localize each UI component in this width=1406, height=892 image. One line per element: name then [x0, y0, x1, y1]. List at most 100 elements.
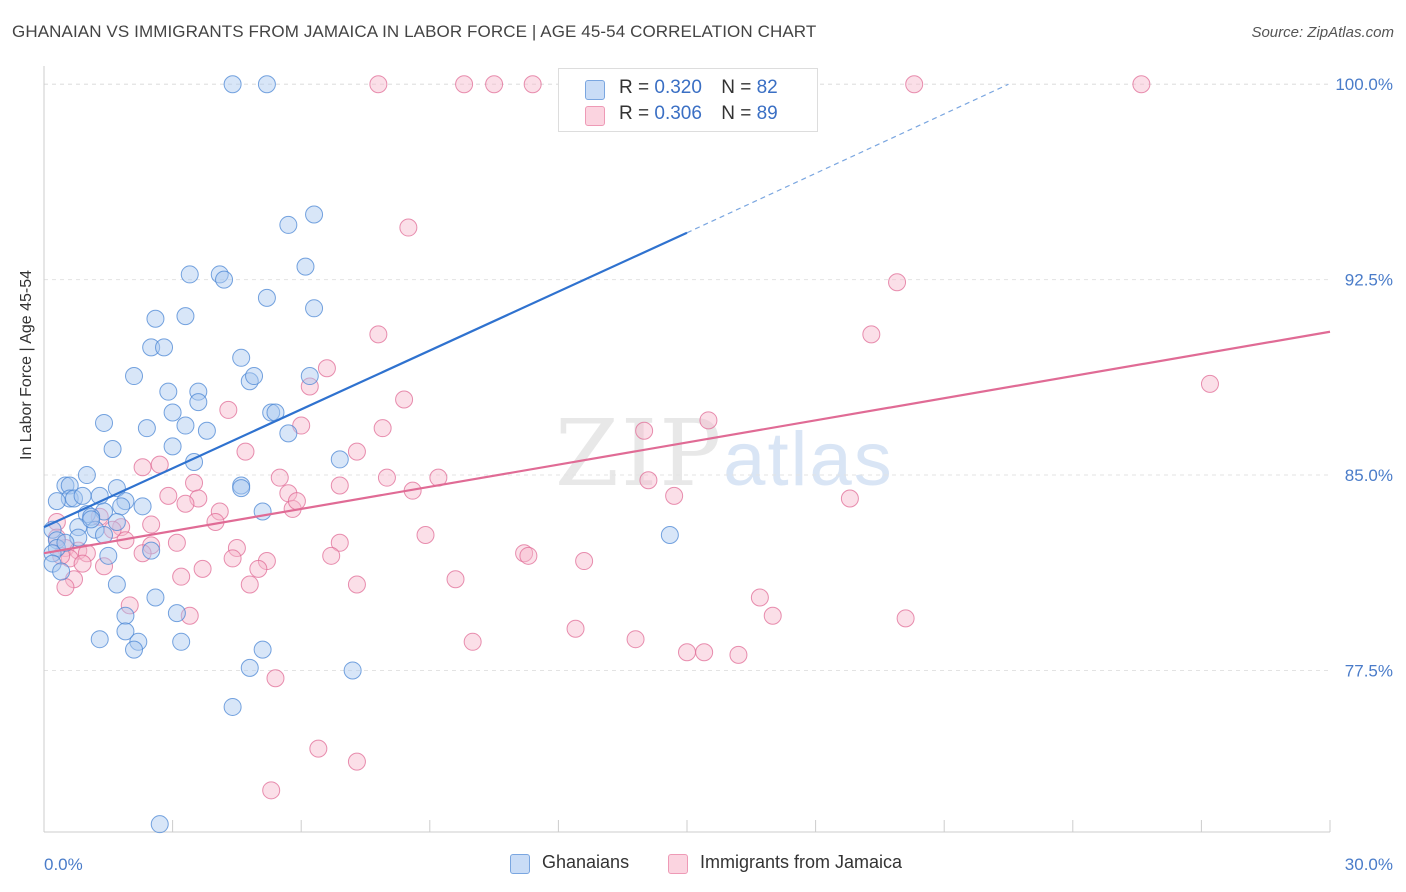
data-point-jamaica [142, 515, 161, 534]
data-point-jamaica [322, 546, 341, 565]
data-point-jamaica [377, 468, 396, 487]
legend-row-ghanaians: R = 0.320 N = 82 [585, 77, 778, 100]
legend-item-jamaica: Immigrants from Jamaica [668, 852, 902, 874]
data-point-ghanaians [163, 403, 182, 422]
x-tick-label: 30.0% [1345, 855, 1393, 874]
data-point-ghanaians [112, 497, 131, 516]
data-point-jamaica [905, 75, 924, 94]
data-point-jamaica [463, 632, 482, 651]
data-point-ghanaians [86, 520, 105, 539]
y-tick-label: 77.5% [1345, 661, 1393, 680]
data-point-ghanaians [176, 307, 195, 326]
data-point-jamaica [575, 552, 594, 571]
x-tick-label: 0.0% [44, 855, 83, 874]
data-point-ghanaians [305, 299, 324, 318]
data-point-jamaica [210, 502, 229, 521]
legend-n-value: 82 [756, 77, 778, 98]
data-point-ghanaians [142, 541, 161, 560]
data-point-jamaica [236, 442, 255, 461]
data-point-ghanaians [197, 421, 216, 440]
data-point-jamaica [665, 486, 684, 505]
data-point-jamaica [485, 75, 504, 94]
chart-title: GHANAIAN VS IMMIGRANTS FROM JAMAICA IN L… [12, 22, 817, 41]
data-point-jamaica [120, 596, 139, 615]
y-axis-label: In Labor Force | Age 45-54 [18, 269, 35, 460]
data-point-jamaica [699, 411, 718, 430]
data-point-jamaica [750, 588, 769, 607]
y-tick-label: 85.0% [1345, 466, 1393, 485]
legend-n-label: N = [721, 103, 757, 124]
data-point-jamaica [729, 645, 748, 664]
data-point-ghanaians [90, 630, 109, 649]
data-point-ghanaians [77, 466, 96, 485]
data-point-ghanaians [305, 205, 324, 224]
data-point-ghanaians [159, 382, 178, 401]
data-point-jamaica [446, 570, 465, 589]
watermark-zip: ZIP [555, 400, 724, 507]
data-point-ghanaians [223, 75, 242, 94]
stats-legend: R = 0.320 N = 82 R = 0.306 N = 89 [558, 68, 818, 132]
data-point-ghanaians [95, 413, 114, 432]
data-point-jamaica [317, 359, 336, 378]
data-point-jamaica [77, 544, 96, 563]
data-point-jamaica [862, 325, 881, 344]
legend-swatch-ghanaians [510, 854, 530, 874]
data-point-ghanaians [189, 382, 208, 401]
legend-n-value: 89 [756, 103, 778, 124]
data-point-ghanaians [146, 309, 165, 328]
y-tick-label: 100.0% [1335, 75, 1393, 94]
data-point-jamaica [73, 554, 92, 573]
data-point-ghanaians [296, 257, 315, 276]
data-point-ghanaians [300, 367, 319, 386]
data-point-jamaica [309, 739, 328, 758]
data-point-jamaica [626, 630, 645, 649]
data-point-ghanaians [99, 546, 118, 565]
data-point-jamaica [287, 492, 306, 511]
data-point-ghanaians [189, 393, 208, 412]
data-point-jamaica [373, 419, 392, 438]
data-point-ghanaians [116, 622, 135, 641]
data-point-jamaica [635, 421, 654, 440]
data-point-ghanaians [73, 486, 92, 505]
data-point-jamaica [523, 75, 542, 94]
legend-r-value: 0.320 [654, 77, 702, 98]
data-point-ghanaians [137, 419, 156, 438]
data-point-jamaica [1200, 374, 1219, 393]
data-point-ghanaians [257, 75, 276, 94]
data-point-ghanaians [232, 479, 251, 498]
data-point-jamaica [455, 75, 474, 94]
data-point-ghanaians [262, 403, 281, 422]
legend-item-ghanaians: Ghanaians [510, 852, 629, 874]
data-point-ghanaians [56, 533, 75, 552]
data-point-jamaica [566, 619, 585, 638]
data-point-ghanaians [279, 424, 298, 443]
data-point-ghanaians [82, 510, 101, 529]
data-point-ghanaians [172, 632, 191, 651]
data-point-jamaica [95, 557, 114, 576]
data-point-ghanaians [146, 588, 165, 607]
data-point-ghanaians [107, 512, 126, 531]
data-point-jamaica [896, 609, 915, 628]
data-point-ghanaians [180, 265, 199, 284]
data-point-ghanaians [52, 562, 71, 581]
data-point-jamaica [172, 567, 191, 586]
data-point-ghanaians [240, 658, 259, 677]
data-point-ghanaians [155, 338, 174, 357]
data-point-jamaica [262, 781, 281, 800]
data-point-jamaica [330, 533, 349, 552]
data-point-jamaica [133, 458, 152, 477]
data-point-jamaica [193, 559, 212, 578]
data-point-jamaica [840, 489, 859, 508]
legend-r-label: R = [619, 77, 655, 98]
data-point-ghanaians [343, 661, 362, 680]
data-point-ghanaians [107, 575, 126, 594]
data-point-ghanaians [142, 338, 161, 357]
data-point-jamaica [176, 494, 195, 513]
data-point-ghanaians [167, 604, 186, 623]
data-point-jamaica [347, 752, 366, 771]
data-point-ghanaians [125, 367, 144, 386]
data-point-ghanaians [215, 270, 234, 289]
data-point-ghanaians [125, 640, 144, 659]
data-point-jamaica [266, 669, 285, 688]
